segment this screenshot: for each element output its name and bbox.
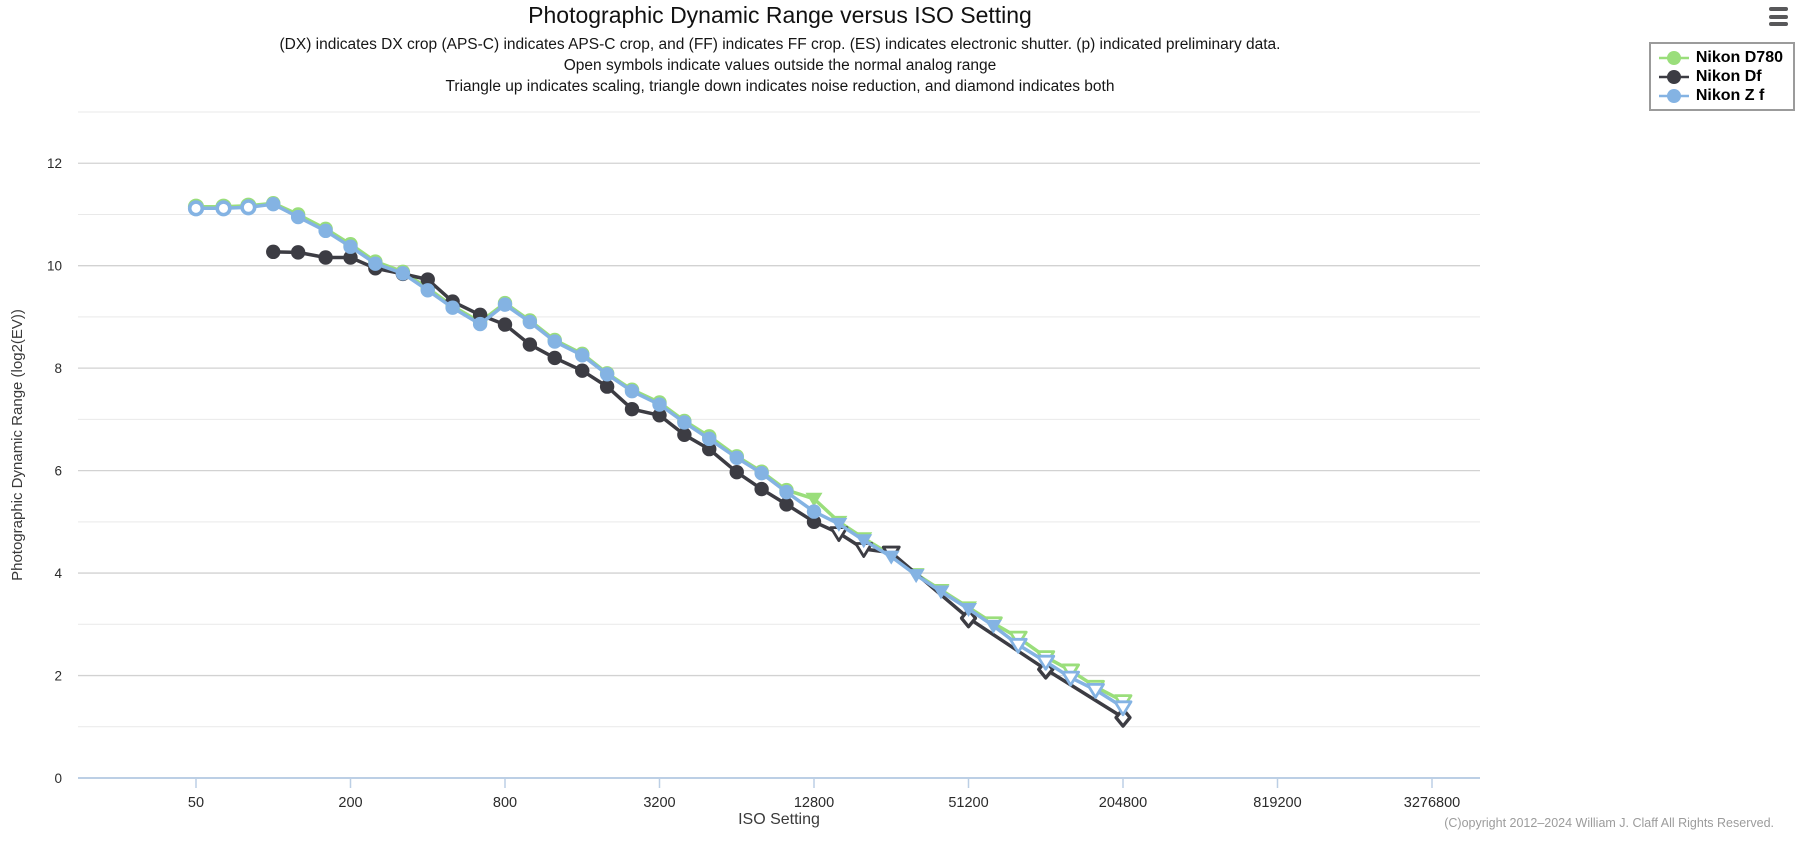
svg-text:4: 4 [54, 566, 62, 581]
chart-subtitle: (DX) indicates DX crop (APS-C) indicates… [0, 34, 1560, 97]
svg-text:2: 2 [54, 669, 62, 684]
svg-text:ISO Setting: ISO Setting [738, 811, 820, 828]
legend-label: Nikon Df [1695, 67, 1762, 85]
svg-text:0: 0 [54, 771, 62, 786]
svg-text:50: 50 [188, 795, 204, 811]
svg-text:200: 200 [338, 795, 362, 811]
svg-text:6: 6 [54, 464, 62, 479]
svg-text:3276800: 3276800 [1404, 795, 1460, 811]
svg-text:3200: 3200 [643, 795, 675, 811]
page-title: Photographic Dynamic Range versus ISO Se… [528, 2, 1032, 28]
svg-text:12800: 12800 [794, 795, 834, 811]
hamburger-bar [1768, 7, 1788, 11]
hamburger-menu-icon[interactable] [1766, 7, 1790, 29]
svg-text:800: 800 [493, 795, 517, 811]
svg-text:Photographic Dynamic Range (lo: Photographic Dynamic Range (log2(EV)) [9, 309, 26, 581]
legend-label: Nikon D780 [1695, 48, 1783, 66]
hamburger-bar [1768, 14, 1788, 19]
hamburger-bar [1768, 22, 1788, 26]
chart-legend: Nikon D780 Nikon Df Nikon Z f [1648, 42, 1795, 111]
svg-text:819200: 819200 [1253, 795, 1301, 811]
svg-text:8: 8 [54, 361, 62, 376]
legend-item-nikon-z-f: Nikon Z f [1658, 86, 1783, 105]
legend-item-nikon-df: Nikon Df [1658, 67, 1783, 86]
subtitle-line-1: (DX) indicates DX crop (APS-C) indicates… [279, 36, 1281, 53]
copyright-notice: (C)opyright 2012–2024 William J. Claff A… [1444, 816, 1774, 830]
series-marker-icon [1658, 69, 1689, 84]
svg-text:10: 10 [47, 259, 62, 274]
subtitle-line-3: Triangle up indicates scaling, triangle … [445, 78, 1115, 95]
subtitle-line-2: Open symbols indicate values outside the… [563, 57, 997, 74]
chart-header: Photographic Dynamic Range versus ISO Se… [0, 2, 1560, 97]
svg-text:204800: 204800 [1099, 795, 1147, 811]
series-marker-icon [1658, 50, 1689, 65]
legend-label: Nikon Z f [1695, 86, 1765, 104]
svg-text:12: 12 [47, 156, 62, 171]
svg-text:51200: 51200 [948, 795, 988, 811]
series-marker-icon [1658, 88, 1689, 103]
legend-item-nikon-d780: Nikon D780 [1658, 48, 1783, 67]
